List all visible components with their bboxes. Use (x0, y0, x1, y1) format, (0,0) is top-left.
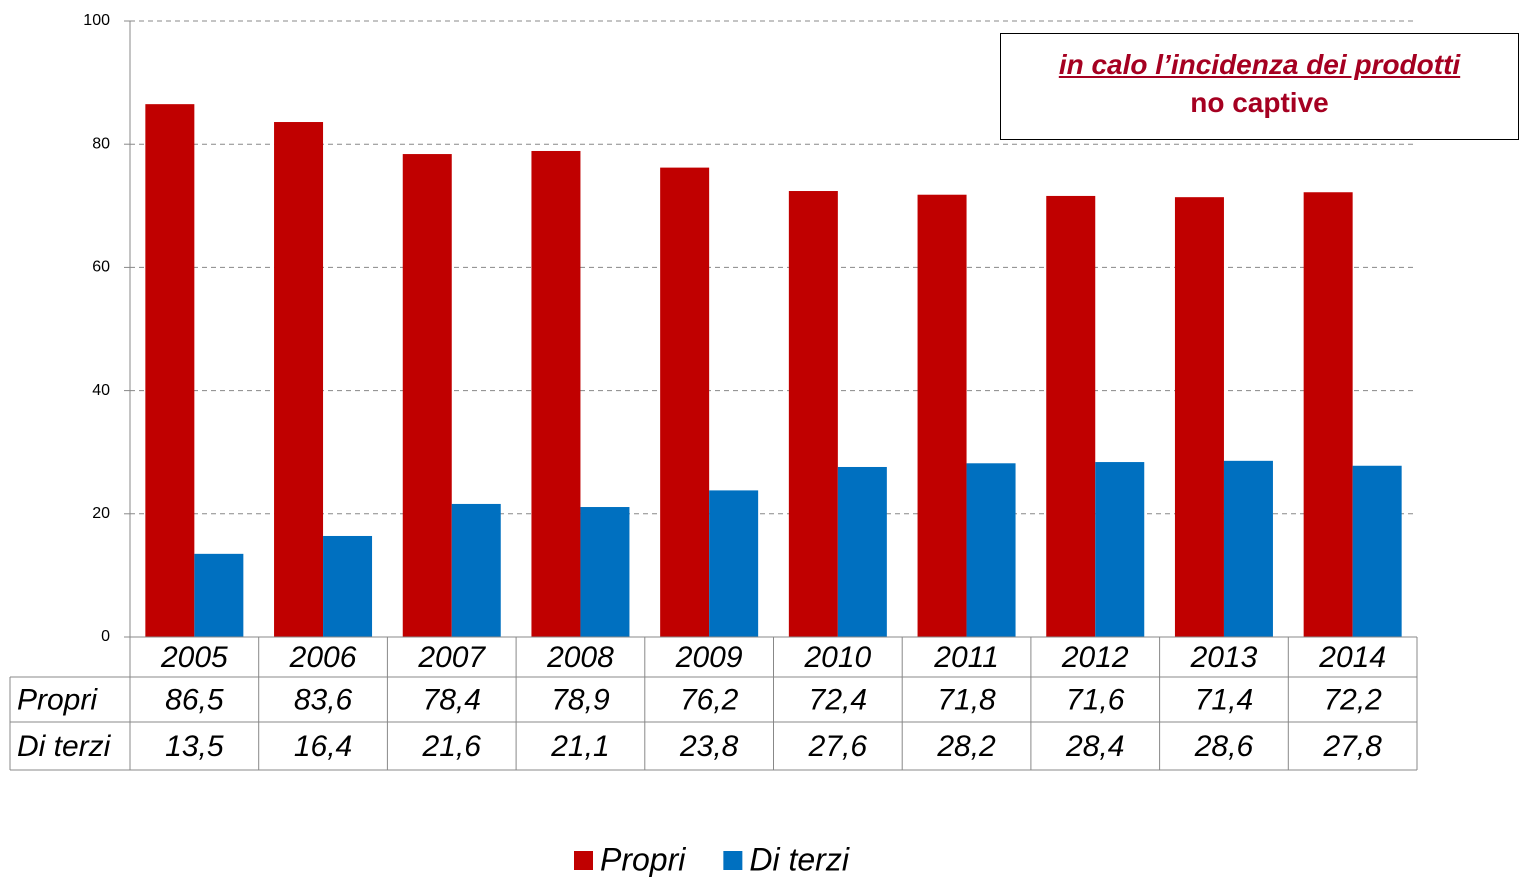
table-value: 78,9 (551, 683, 610, 716)
bar (788, 191, 838, 638)
table-value: 21,6 (422, 730, 482, 763)
table-value: 83,6 (294, 683, 353, 716)
table-value: 16,4 (294, 730, 352, 763)
y-tick-label: 40 (92, 382, 110, 399)
table-value: 86,5 (165, 683, 224, 716)
legend-swatch (574, 851, 593, 870)
x-tick-label: 2012 (1061, 641, 1129, 674)
bar (580, 507, 630, 637)
annotation-text: no captive (1190, 87, 1329, 118)
bar (451, 503, 501, 637)
bar (531, 150, 581, 637)
bar (323, 535, 373, 637)
table-value: 28,4 (1065, 730, 1124, 763)
bar (145, 104, 195, 637)
x-tick-label: 2008 (546, 641, 614, 674)
bar (1174, 197, 1224, 637)
bar (1046, 195, 1096, 637)
bar (1095, 462, 1145, 637)
bar (966, 463, 1016, 637)
table-row-header: Di terzi (17, 730, 112, 763)
table-value: 23,8 (679, 730, 739, 763)
x-tick-label: 2006 (289, 641, 357, 674)
table-row-header: Propri (17, 683, 98, 716)
table-value: 71,6 (1066, 683, 1125, 716)
x-tick-label: 2005 (160, 641, 228, 674)
legend-label: Di terzi (749, 841, 849, 877)
bar (194, 553, 244, 637)
table-value: 72,4 (809, 683, 867, 716)
y-tick-label: 0 (101, 628, 110, 645)
bar (1223, 460, 1273, 637)
x-tick-label: 2009 (675, 641, 743, 674)
bar (837, 466, 887, 637)
x-tick-label: 2013 (1190, 641, 1258, 674)
table-value: 27,6 (808, 730, 868, 763)
annotation-emphasis: in calo l’incidenza dei prodotti (1058, 49, 1461, 80)
y-tick-label: 60 (92, 259, 110, 276)
y-tick-label: 100 (83, 12, 110, 29)
table-value: 78,4 (423, 683, 481, 716)
y-tick-label: 80 (92, 135, 110, 152)
y-tick-label: 20 (92, 505, 110, 522)
bar (1352, 465, 1402, 637)
table-value: 27,8 (1322, 730, 1382, 763)
bar (709, 490, 759, 637)
x-tick-label: 2010 (803, 641, 871, 674)
table-value: 76,2 (680, 683, 739, 716)
bar (1303, 192, 1353, 638)
table-value: 72,2 (1323, 683, 1382, 716)
table-value: 13,5 (165, 730, 224, 763)
bar (402, 154, 452, 637)
legend-label: Propri (600, 841, 686, 877)
x-tick-label: 2011 (933, 641, 999, 674)
table-value: 28,2 (936, 730, 996, 763)
legend-swatch (723, 851, 743, 870)
x-tick-label: 2007 (417, 641, 486, 674)
x-tick-label: 2014 (1318, 641, 1386, 674)
bar (917, 194, 967, 637)
bar (660, 167, 710, 637)
bar (274, 122, 324, 638)
table-value: 71,4 (1195, 683, 1253, 716)
annotation-box: in calo l’incidenza dei prodotti no capt… (1000, 33, 1519, 140)
table-value: 71,8 (937, 683, 996, 716)
table-value: 21,1 (550, 730, 609, 763)
table-value: 28,6 (1194, 730, 1254, 763)
